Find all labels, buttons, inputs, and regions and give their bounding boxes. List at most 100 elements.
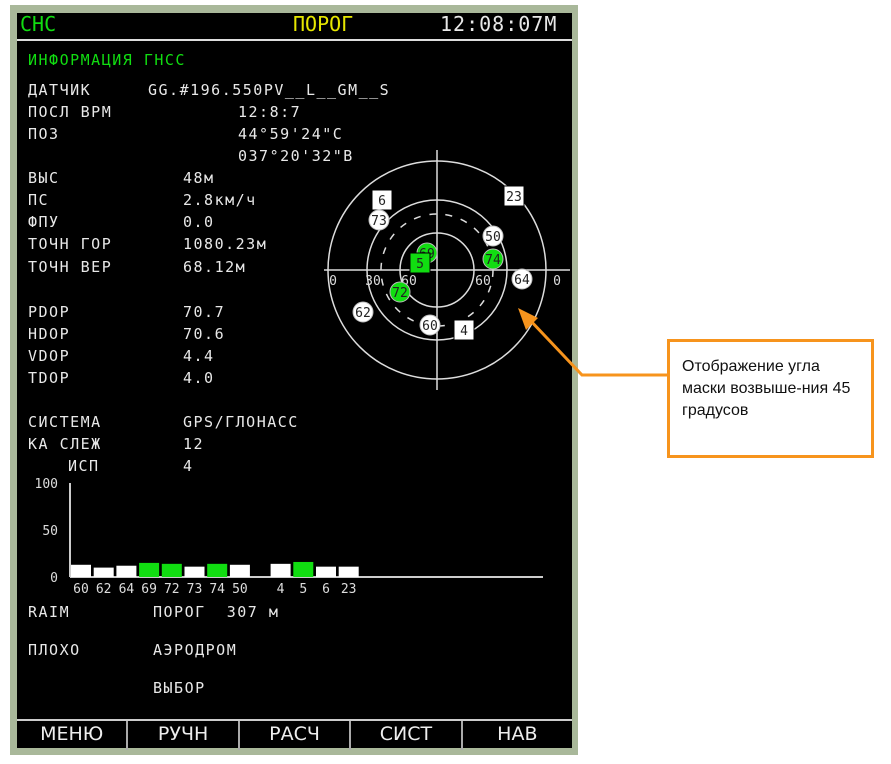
calc-button[interactable]: РАСЧ: [240, 721, 352, 750]
field-value: 4: [183, 457, 194, 475]
field-label: ПОЗ: [28, 125, 60, 143]
bar-label: 60: [73, 582, 89, 597]
bar-label: 73: [187, 582, 203, 597]
satellite-id: 50: [485, 230, 501, 245]
field-label: VDOP: [28, 347, 71, 365]
field-value: 48м: [183, 169, 215, 187]
field-value: 4.4: [183, 347, 215, 365]
satellite-marker: 73: [368, 209, 390, 231]
field-value: 2.8км/ч: [183, 191, 257, 209]
field-label: ПОСЛ ВРМ: [28, 103, 113, 121]
field-value: 1080.23м: [183, 235, 268, 253]
field-value: 68.12м: [183, 258, 247, 276]
field-value: 70.6: [183, 325, 226, 343]
field-value: 44°59'24"С: [238, 125, 344, 143]
field-label: ФПУ: [28, 213, 60, 231]
bar-chart-y-tick: 0: [50, 571, 58, 586]
bar-label: 69: [141, 582, 157, 597]
satellite-marker: 74: [482, 248, 504, 270]
signal-bar: [270, 563, 291, 577]
satellite-marker: 5: [409, 252, 431, 274]
bar-label: 4: [277, 582, 285, 597]
signal-bar: [316, 566, 336, 577]
field-label: ДАТЧИК: [28, 81, 92, 99]
satellite-marker: 72: [389, 281, 411, 303]
signal-bar: [184, 566, 205, 577]
satellite-square: [503, 185, 525, 207]
page-title: ИНФОРМАЦИЯ ГНСС: [28, 51, 186, 69]
bar-label: 74: [209, 582, 225, 597]
satellite-circle: [482, 225, 504, 247]
field-label: PDOP: [28, 303, 71, 321]
field-value: 12:8:7: [238, 103, 302, 121]
arrowhead-icon: [518, 308, 538, 330]
satellite-marker: 60: [419, 314, 441, 336]
bar-label: 64: [119, 582, 135, 597]
field-value: 12: [183, 435, 205, 453]
airfield-option[interactable]: АЭРОДРОМ: [153, 641, 238, 659]
satellite-marker: 64: [511, 268, 533, 290]
field-label: ВЫС: [28, 169, 60, 187]
nav-button[interactable]: НАВ: [497, 723, 538, 745]
raim-state: ПЛОХО: [28, 641, 81, 659]
select-option[interactable]: ВЫБОР: [153, 679, 206, 697]
signal-bar: [116, 565, 137, 577]
signal-bar: [139, 562, 160, 577]
mfd-screen: [17, 13, 572, 748]
satellite-id: 72: [392, 286, 408, 301]
satellite-marker: 4: [453, 319, 475, 341]
callout-arrow: [526, 316, 667, 377]
bar-label: 5: [299, 582, 307, 597]
field-value: 70.7: [183, 303, 226, 321]
clock: 12:08:07М: [440, 12, 558, 36]
signal-bar: [338, 566, 359, 577]
satellite-id: 73: [371, 214, 387, 229]
signal-bar: [207, 563, 228, 577]
raim-label: RAIM: [28, 603, 71, 621]
field-label: HDOP: [28, 325, 71, 343]
satellite-id: 6: [378, 194, 386, 209]
satellite-marker: 62: [352, 301, 374, 323]
satellite-id: 23: [506, 190, 522, 205]
field-label: СИСТЕМА: [28, 413, 102, 431]
signal-bar: [93, 567, 114, 577]
field-value: GPS/ГЛОНАСС: [183, 413, 299, 431]
satellite-circle: [368, 209, 390, 231]
satellite-circle: [482, 248, 504, 270]
bar-label: 72: [164, 582, 180, 597]
softkey-bar: МЕНЮ РУЧН РАСЧ СИСТ НАВ: [17, 719, 572, 750]
manual-button[interactable]: РУЧН: [128, 721, 240, 750]
satellite-id: 64: [514, 273, 530, 288]
signal-bar: [293, 561, 314, 577]
satellite-circle: [389, 281, 411, 303]
field-value: GG.#196.550PV__L__GM__S: [148, 81, 391, 99]
signal-bar: [71, 564, 91, 577]
bar-chart-y-tick: 100: [35, 477, 58, 492]
bar-label: 50: [232, 582, 248, 597]
bar-chart-y-tick: 50: [42, 524, 58, 539]
field-value: 4.0: [183, 369, 215, 387]
satellite-circle: [352, 301, 374, 323]
bar-label: 23: [341, 582, 357, 597]
satellite-id: 62: [355, 306, 371, 321]
satellite-square: [409, 252, 431, 274]
field-value: 037°20'32"В: [238, 147, 354, 165]
field-label: ИСП: [68, 457, 100, 475]
header-divider: [17, 39, 572, 41]
raim-threshold: ПОРОГ 307 м: [153, 603, 280, 621]
menu-button[interactable]: МЕНЮ: [17, 721, 129, 750]
field-label: TDOP: [28, 369, 71, 387]
satellite-circle: [419, 314, 441, 336]
system-button[interactable]: СИСТ: [351, 721, 463, 750]
signal-bar: [229, 564, 250, 577]
satellite-id: 5: [416, 257, 424, 272]
satellite-marker: 6: [371, 189, 393, 211]
signal-bar: [161, 563, 182, 577]
field-label: КА СЛЕЖ: [28, 435, 102, 453]
mode-label: СНС: [20, 12, 57, 36]
field-label: ПС: [28, 191, 50, 209]
elevation-tick-label: 60: [475, 274, 491, 289]
satellite-circle: [511, 268, 533, 290]
field-label: ТОЧН ВЕР: [28, 258, 113, 276]
